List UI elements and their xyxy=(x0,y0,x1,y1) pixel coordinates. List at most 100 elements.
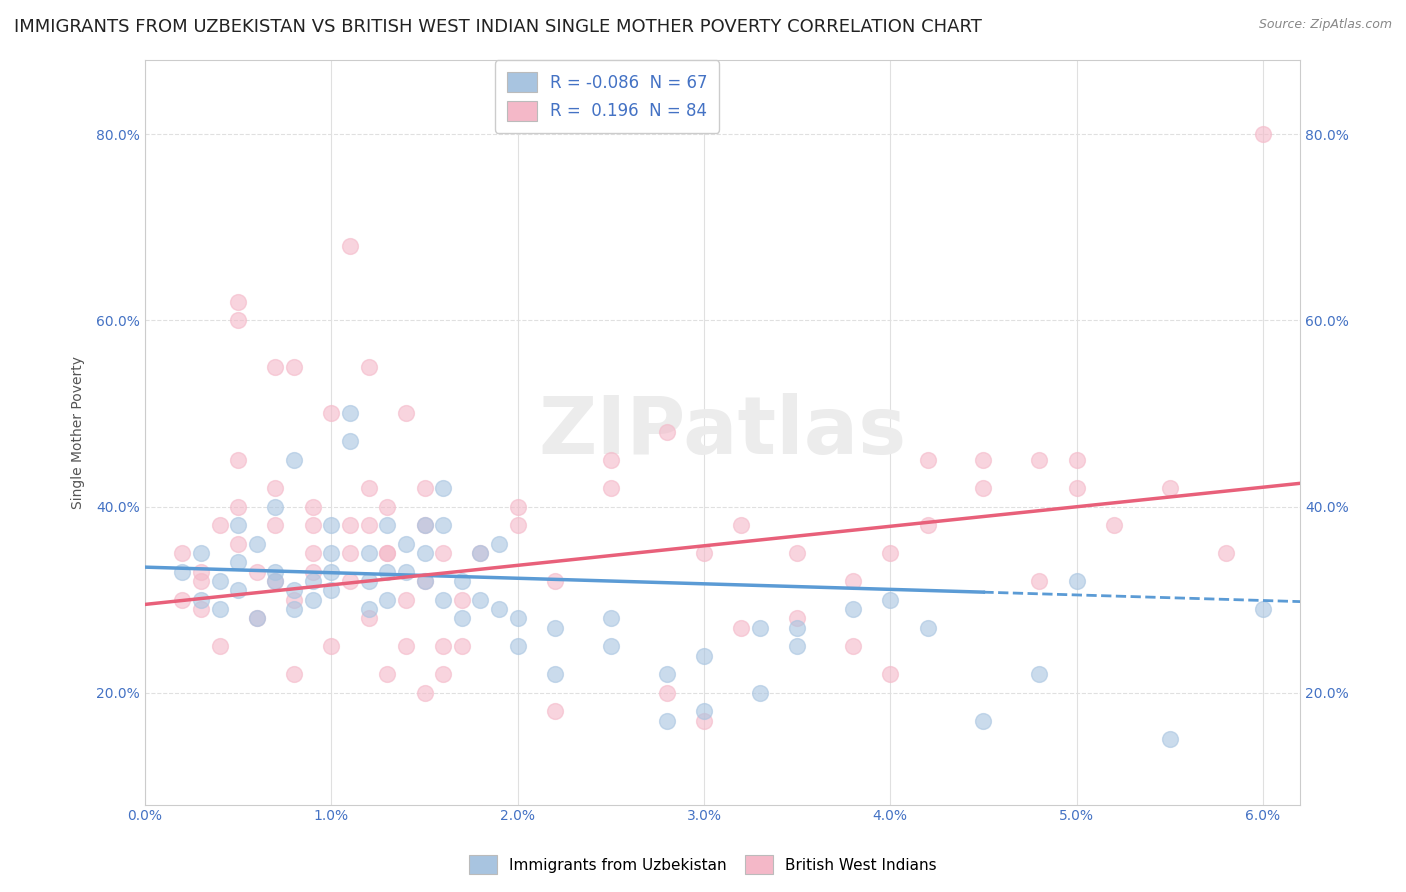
Point xyxy=(693,648,716,663)
Point xyxy=(748,621,770,635)
Point xyxy=(395,407,418,421)
Point xyxy=(264,481,287,495)
Point xyxy=(226,583,249,598)
Point xyxy=(599,453,621,467)
Point xyxy=(599,611,621,625)
Point xyxy=(357,574,380,588)
Point xyxy=(413,481,436,495)
Point xyxy=(786,640,808,654)
Point xyxy=(339,239,361,253)
Point xyxy=(172,565,194,579)
Point xyxy=(432,518,454,533)
Point xyxy=(190,546,212,560)
Point xyxy=(693,705,716,719)
Point xyxy=(972,453,994,467)
Point xyxy=(264,518,287,533)
Point xyxy=(413,518,436,533)
Point xyxy=(264,500,287,514)
Point xyxy=(375,500,398,514)
Point xyxy=(450,574,472,588)
Point xyxy=(339,407,361,421)
Point xyxy=(470,546,492,560)
Point xyxy=(879,592,901,607)
Point xyxy=(1159,481,1181,495)
Point xyxy=(544,667,567,681)
Point xyxy=(357,481,380,495)
Point xyxy=(842,574,865,588)
Point xyxy=(655,686,678,700)
Point xyxy=(1102,518,1125,533)
Point xyxy=(506,500,529,514)
Point xyxy=(917,453,939,467)
Point xyxy=(413,546,436,560)
Y-axis label: Single Mother Poverty: Single Mother Poverty xyxy=(72,356,86,508)
Text: ZIPatlas: ZIPatlas xyxy=(538,393,907,471)
Point xyxy=(283,583,305,598)
Point xyxy=(432,592,454,607)
Point xyxy=(375,565,398,579)
Point xyxy=(1159,732,1181,747)
Point xyxy=(339,546,361,560)
Point xyxy=(506,640,529,654)
Point xyxy=(321,407,343,421)
Point xyxy=(599,640,621,654)
Point xyxy=(301,546,323,560)
Legend: Immigrants from Uzbekistan, British West Indians: Immigrants from Uzbekistan, British West… xyxy=(464,849,942,880)
Point xyxy=(1028,667,1050,681)
Point xyxy=(226,500,249,514)
Point xyxy=(226,518,249,533)
Point xyxy=(450,592,472,607)
Point xyxy=(470,546,492,560)
Point xyxy=(972,481,994,495)
Legend: R = -0.086  N = 67, R =  0.196  N = 84: R = -0.086 N = 67, R = 0.196 N = 84 xyxy=(495,61,720,133)
Point xyxy=(357,602,380,616)
Point xyxy=(246,611,269,625)
Point xyxy=(879,667,901,681)
Point xyxy=(1251,127,1274,141)
Point xyxy=(264,574,287,588)
Point xyxy=(375,592,398,607)
Point xyxy=(301,518,323,533)
Point xyxy=(264,565,287,579)
Point xyxy=(748,686,770,700)
Point xyxy=(172,592,194,607)
Point xyxy=(357,611,380,625)
Point xyxy=(395,592,418,607)
Point xyxy=(226,453,249,467)
Point xyxy=(301,592,323,607)
Point xyxy=(506,518,529,533)
Point xyxy=(786,611,808,625)
Point xyxy=(972,714,994,728)
Point xyxy=(190,565,212,579)
Point xyxy=(264,574,287,588)
Text: IMMIGRANTS FROM UZBEKISTAN VS BRITISH WEST INDIAN SINGLE MOTHER POVERTY CORRELAT: IMMIGRANTS FROM UZBEKISTAN VS BRITISH WE… xyxy=(14,18,981,36)
Point xyxy=(283,359,305,374)
Point xyxy=(321,518,343,533)
Point xyxy=(190,574,212,588)
Point xyxy=(842,640,865,654)
Point xyxy=(655,425,678,439)
Point xyxy=(1251,602,1274,616)
Point xyxy=(1028,574,1050,588)
Point xyxy=(432,667,454,681)
Point xyxy=(786,621,808,635)
Point xyxy=(1066,453,1088,467)
Point xyxy=(786,546,808,560)
Point xyxy=(375,518,398,533)
Point xyxy=(321,640,343,654)
Point xyxy=(917,621,939,635)
Point xyxy=(190,602,212,616)
Point xyxy=(357,518,380,533)
Point xyxy=(413,518,436,533)
Point xyxy=(1066,574,1088,588)
Point xyxy=(655,714,678,728)
Point xyxy=(730,621,752,635)
Point xyxy=(301,565,323,579)
Point xyxy=(730,518,752,533)
Point xyxy=(488,537,510,551)
Point xyxy=(264,359,287,374)
Point xyxy=(879,546,901,560)
Point xyxy=(599,481,621,495)
Point xyxy=(375,546,398,560)
Point xyxy=(321,565,343,579)
